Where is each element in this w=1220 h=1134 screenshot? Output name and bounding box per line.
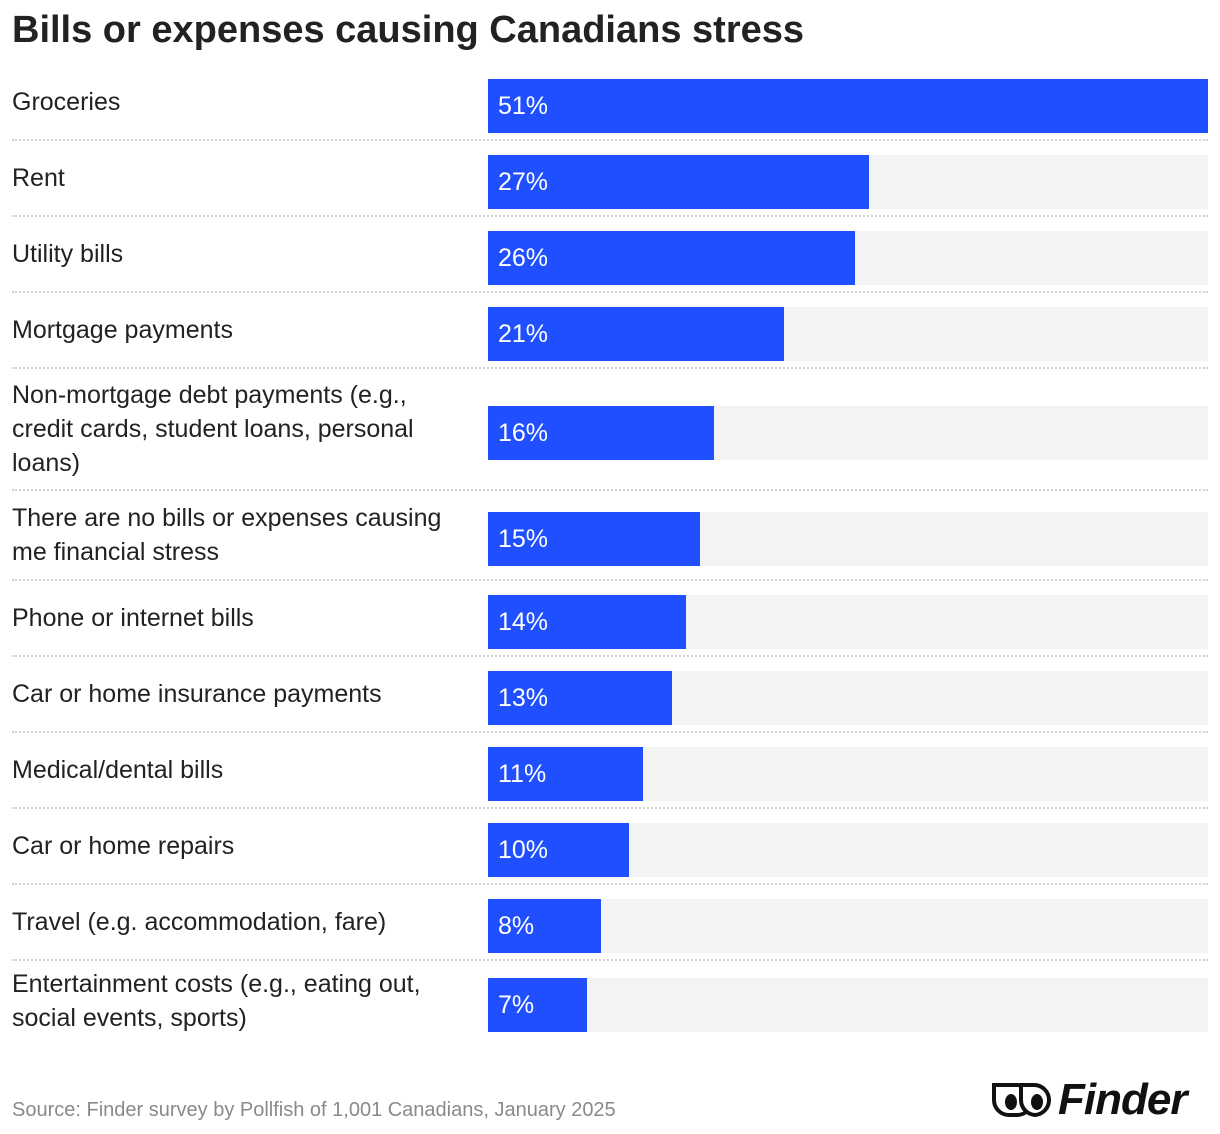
row-divider: [12, 139, 1208, 141]
bar-track: 10%: [488, 823, 1208, 877]
bar-track: 14%: [488, 595, 1208, 649]
bar-track: 26%: [488, 231, 1208, 285]
data-label: 15%: [498, 525, 549, 553]
category-label: Non-mortgage debt payments (e.g., credit…: [12, 381, 414, 477]
bar: [488, 747, 643, 801]
bar: [488, 899, 601, 953]
bar: [488, 671, 672, 725]
bar: [488, 231, 855, 285]
row-divider: [12, 655, 1208, 657]
source-note: Source: Finder survey by Pollfish of 1,0…: [12, 1099, 616, 1121]
data-label: 27%: [498, 168, 549, 196]
bar-track: 7%: [488, 978, 1208, 1032]
bar-track: 21%: [488, 307, 1208, 361]
category-label: Mortgage payments: [12, 316, 233, 344]
category-label: Car or home repairs: [12, 832, 235, 860]
category-label: There are no bills or expenses causing m…: [12, 504, 442, 566]
row-divider: [12, 367, 1208, 369]
data-label: 51%: [498, 92, 549, 120]
category-label: Rent: [12, 164, 65, 192]
row-divider: [12, 959, 1208, 961]
row-divider: [12, 807, 1208, 809]
category-label: Entertainment costs (e.g., eating out, s…: [12, 970, 421, 1032]
category-label: Travel (e.g. accommodation, fare): [12, 908, 387, 936]
row-divider: [12, 579, 1208, 581]
data-label: 16%: [498, 419, 549, 447]
category-label: Phone or internet bills: [12, 604, 254, 632]
data-label: 26%: [498, 244, 549, 272]
bar: [488, 79, 1208, 133]
bar-track: 51%: [488, 79, 1208, 133]
bar-track: 13%: [488, 671, 1208, 725]
bar: [488, 595, 686, 649]
category-label: Groceries: [12, 88, 121, 116]
data-label: 7%: [498, 991, 535, 1019]
finder-eyes-icon: [992, 1083, 1051, 1117]
row-divider: [12, 731, 1208, 733]
brand-name: Finder: [1058, 1075, 1187, 1124]
data-label: 11%: [498, 760, 547, 788]
category-label: Car or home insurance payments: [12, 680, 382, 708]
bar-track: 15%: [488, 512, 1208, 566]
bar-track: 27%: [488, 155, 1208, 209]
category-label: Utility bills: [12, 240, 124, 268]
bar: [488, 155, 869, 209]
chart-title: Bills or expenses causing Canadians stre…: [12, 9, 805, 51]
bar: [488, 406, 714, 460]
bar: [488, 512, 700, 566]
bar: [488, 978, 587, 1032]
row-divider: [12, 489, 1208, 491]
bar-track: 8%: [488, 899, 1208, 953]
bar-track: 16%: [488, 406, 1208, 460]
data-label: 13%: [498, 684, 549, 712]
bar-track: 11%: [488, 747, 1208, 801]
bar: [488, 823, 629, 877]
row-divider: [12, 883, 1208, 885]
data-label: 21%: [498, 320, 549, 348]
row-divider: [12, 291, 1208, 293]
finder-logo: Finder: [990, 1076, 1212, 1124]
data-label: 10%: [498, 836, 549, 864]
category-label: Medical/dental bills: [12, 756, 224, 784]
bar: [488, 307, 784, 361]
data-label: 8%: [498, 912, 535, 940]
row-divider: [12, 215, 1208, 217]
data-label: 14%: [498, 608, 549, 636]
